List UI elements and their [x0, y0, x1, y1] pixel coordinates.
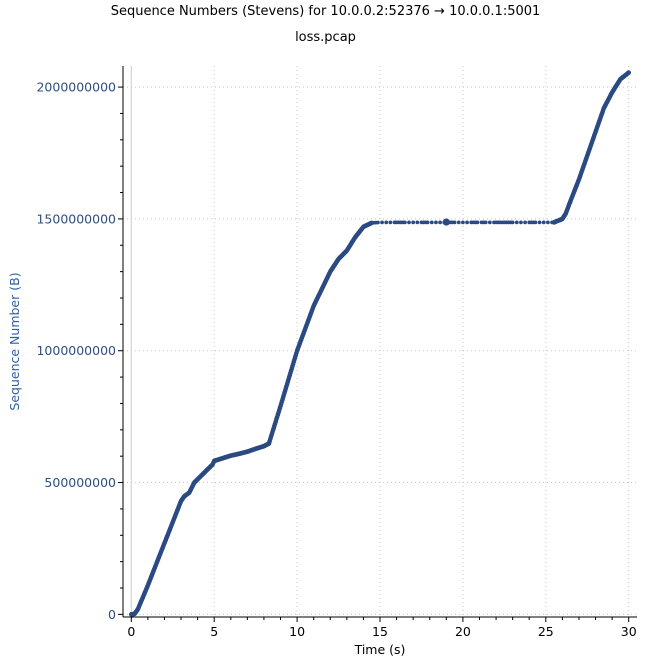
y-tick-label: 1500000000: [36, 211, 116, 226]
data-point[interactable]: [510, 220, 515, 225]
grid-lines: [123, 66, 637, 617]
x-tick-label: 0: [127, 624, 135, 639]
data-point[interactable]: [380, 220, 384, 225]
data-point[interactable]: [465, 220, 469, 225]
data-point[interactable]: [533, 220, 538, 225]
data-point[interactable]: [402, 220, 407, 225]
x-tick-label: 15: [372, 624, 388, 639]
data-point[interactable]: [407, 220, 411, 225]
data-point[interactable]: [483, 220, 488, 225]
data-point[interactable]: [456, 220, 461, 225]
x-tick-label: 30: [621, 624, 637, 639]
data-point[interactable]: [384, 220, 389, 225]
data-point[interactable]: [626, 70, 632, 75]
x-tick-label: 20: [455, 624, 471, 639]
data-point[interactable]: [411, 220, 416, 225]
highlighted-point[interactable]: [442, 218, 450, 226]
data-point[interactable]: [415, 220, 420, 225]
data-point[interactable]: [388, 220, 393, 225]
chart-title: Sequence Numbers (Stevens) for 10.0.0.2:…: [110, 4, 541, 19]
data-point[interactable]: [523, 220, 527, 225]
data-point[interactable]: [545, 220, 550, 225]
data-point[interactable]: [537, 220, 542, 225]
y-tick-label: 1000000000: [36, 343, 116, 358]
data-points[interactable]: [128, 70, 632, 617]
y-axis-label: Sequence Number (B): [7, 272, 22, 410]
y-tick-label: 2000000000: [36, 80, 116, 95]
data-point[interactable]: [376, 220, 380, 225]
x-tick-label: 25: [538, 624, 554, 639]
y-tick-label: 0: [108, 607, 116, 622]
data-point[interactable]: [514, 220, 519, 225]
data-point[interactable]: [461, 220, 465, 225]
data-point[interactable]: [425, 220, 430, 225]
y-tick-label: 500000000: [44, 475, 116, 490]
tick-labels: 0 5 10 15 20 25 30 0 500000000 1000000000 15000000…: [36, 80, 636, 639]
data-point[interactable]: [438, 220, 442, 225]
chart-subtitle: loss.pcap: [295, 30, 356, 45]
data-point[interactable]: [519, 220, 523, 225]
data-point[interactable]: [429, 220, 434, 225]
data-point[interactable]: [475, 220, 480, 225]
x-axis-label: Time (s): [354, 642, 406, 657]
data-point[interactable]: [434, 220, 438, 225]
data-point[interactable]: [487, 220, 492, 225]
x-tick-label: 5: [210, 624, 218, 639]
tick-marks: [118, 86, 630, 622]
x-tick-label: 10: [289, 624, 305, 639]
data-point[interactable]: [541, 220, 546, 225]
data-point[interactable]: [452, 220, 457, 225]
